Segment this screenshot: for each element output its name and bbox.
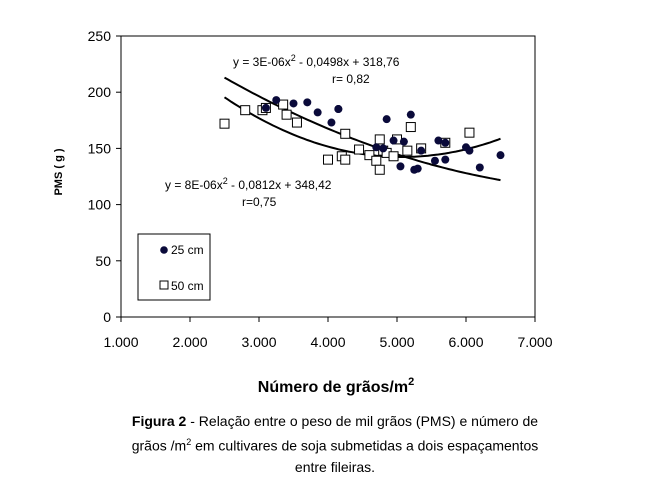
point-25cm — [272, 96, 281, 105]
axis-ticks: 0 50 100 150 200 250 1.000 2.000 3.000 4.000 5.000… — [88, 28, 553, 350]
point-50cm — [374, 134, 385, 145]
point-50cm — [323, 154, 333, 165]
x-tick-label: 5.000 — [379, 334, 414, 350]
point-25cm — [303, 98, 312, 107]
point-25cm — [434, 136, 443, 145]
point-50cm — [240, 105, 251, 116]
x-tick-label: 1.000 — [103, 334, 138, 350]
point-25cm — [372, 143, 381, 152]
point-25cm — [465, 146, 474, 155]
caption-text-2a: grãos /m — [131, 437, 187, 454]
trendline-25cm — [224, 76, 501, 182]
point-50cm — [464, 127, 475, 138]
point-25cm — [396, 162, 405, 171]
y-tick-label: 150 — [88, 140, 112, 156]
point-25cm — [496, 151, 505, 160]
data-markers — [219, 96, 505, 175]
point-25cm — [313, 108, 322, 117]
caption-line-3: entre fileiras. — [294, 458, 376, 475]
caption-line-2: grãos /m2 em cultivares de soja submetid… — [90, 432, 580, 457]
caption-text-1: - Relação entre o peso de mil grãos (PMS… — [186, 413, 539, 429]
point-50cm — [291, 117, 302, 128]
y-axis-title: PMS ( g ) — [53, 148, 65, 195]
y-tick-label: 0 — [103, 309, 111, 325]
caption-label: Figura 2 — [131, 413, 187, 429]
point-50cm — [340, 128, 351, 139]
caption-superscript: 2 — [186, 437, 192, 447]
y-tick-label: 200 — [88, 84, 112, 100]
figure-caption: Figura 2 - Relação entre o peso de mil g… — [90, 411, 580, 478]
equation-50cm: y = 8E-06x2 - 0,0812x + 348,42 — [165, 176, 332, 192]
x-axis-title: Número de grãos/m2 — [258, 376, 414, 396]
caption-line-1: Figura 2 - Relação entre o peso de mil g… — [90, 411, 580, 432]
r-value-50cm: r=0,75 — [242, 195, 277, 209]
y-tick-label: 50 — [95, 253, 111, 269]
point-50cm — [388, 151, 399, 162]
point-25cm — [382, 115, 391, 124]
point-50cm — [281, 109, 292, 120]
legend-label-25cm: 25 cm — [171, 243, 204, 257]
x-tick-label: 2.000 — [172, 334, 207, 350]
point-25cm — [417, 146, 426, 155]
legend-box — [137, 233, 211, 301]
x-tick-label: 6.000 — [448, 334, 483, 350]
x-tick-label: 4.000 — [310, 334, 345, 350]
scatter-chart: 0 50 100 150 200 250 1.000 2.000 3.000 4.000 5.000… — [53, 28, 553, 396]
y-tick-label: 250 — [88, 28, 112, 44]
point-25cm — [475, 163, 484, 172]
point-25cm — [406, 110, 415, 119]
legend-label-50cm: 50 cm — [171, 279, 204, 293]
legend: 25 cm 50 cm — [137, 233, 211, 301]
point-25cm — [430, 156, 439, 165]
caption-text-2b: em cultivares de soja submetidas a dois … — [191, 437, 539, 454]
point-25cm — [389, 136, 398, 145]
x-tick-label: 7.000 — [517, 334, 552, 350]
point-25cm — [327, 118, 336, 127]
legend-marker-25cm — [160, 246, 168, 254]
point-50cm — [374, 164, 385, 175]
r-value-25cm: r= 0,82 — [332, 72, 370, 86]
point-50cm — [340, 154, 351, 165]
point-50cm — [405, 122, 416, 133]
point-50cm — [354, 144, 365, 155]
y-tick-label: 100 — [88, 197, 112, 213]
x-tick-label: 3.000 — [241, 334, 276, 350]
point-25cm — [379, 144, 388, 153]
point-25cm — [289, 99, 298, 108]
point-25cm — [399, 137, 408, 146]
point-25cm — [441, 155, 450, 164]
equation-25cm: y = 3E-06x2 - 0,0498x + 318,76 — [233, 53, 400, 69]
point-25cm — [413, 164, 422, 173]
point-50cm — [278, 99, 289, 110]
point-50cm — [402, 145, 413, 156]
point-25cm — [441, 138, 450, 147]
legend-marker-50cm — [159, 280, 169, 290]
point-25cm — [334, 105, 343, 114]
point-25cm — [261, 103, 270, 112]
point-50cm — [371, 155, 382, 166]
point-50cm — [364, 150, 375, 161]
point-50cm — [219, 118, 230, 129]
